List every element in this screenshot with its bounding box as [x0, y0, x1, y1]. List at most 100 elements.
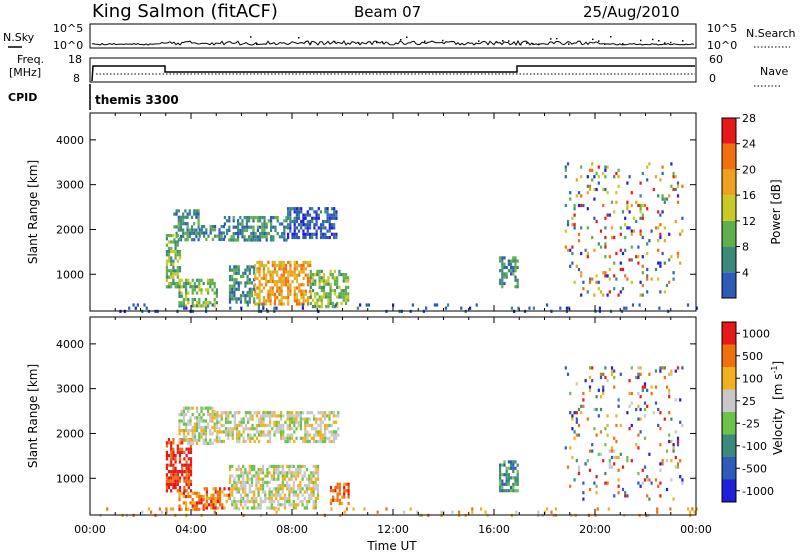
heatmap-cell	[580, 165, 583, 169]
heatmap-cell	[571, 417, 574, 421]
heatmap-cell	[270, 500, 273, 504]
heatmap-cell	[272, 225, 275, 229]
heatmap-cell	[287, 286, 290, 290]
heatmap-cell	[617, 184, 620, 188]
heatmap-cell	[220, 231, 223, 235]
heatmap-cell	[602, 293, 605, 297]
heatmap-cell	[280, 417, 283, 421]
heatmap-cell	[329, 282, 332, 286]
heatmap-cell	[242, 294, 245, 298]
heatmap-cell	[239, 503, 243, 507]
heatmap-cell	[233, 281, 236, 285]
heatmap-cell	[173, 238, 176, 242]
heatmap-cell	[507, 460, 510, 464]
heatmap-cell	[604, 481, 607, 485]
heatmap-cell	[167, 454, 171, 458]
heatmap-cell	[170, 246, 173, 250]
heatmap-cell	[180, 301, 183, 305]
heatmap-cell	[235, 300, 238, 304]
heatmap-cell	[316, 298, 319, 302]
heatmap-cell	[328, 219, 331, 224]
heatmap-cell	[258, 417, 261, 421]
heatmap-cell	[181, 473, 184, 477]
heatmap-cell	[179, 218, 183, 223]
heatmap-cell	[335, 433, 338, 437]
heatmap-cell	[269, 270, 272, 274]
heatmap-cell	[577, 232, 581, 236]
heatmap-cell	[332, 439, 335, 444]
heatmap-cell	[269, 439, 272, 444]
heatmap-cell	[258, 411, 261, 415]
heatmap-cell	[569, 264, 572, 268]
heatmap-cell	[227, 496, 230, 500]
heatmap-cell	[332, 430, 335, 434]
heatmap-cell	[411, 303, 414, 307]
heatmap-cell	[165, 466, 168, 470]
heatmap-cell	[203, 225, 206, 229]
heatmap-cell	[304, 439, 307, 444]
heatmap-cell	[185, 494, 188, 499]
heatmap-cell	[274, 216, 277, 220]
heatmap-cell	[501, 473, 504, 477]
heatmap-cell	[309, 295, 312, 299]
heatmap-cell	[237, 487, 240, 491]
heatmap-cell	[499, 463, 502, 467]
heatmap-cell	[227, 417, 230, 421]
heatmap-cell	[302, 219, 305, 224]
heatmap-cell	[330, 439, 333, 444]
heatmap-cell	[209, 438, 212, 442]
heatmap-cell	[672, 446, 675, 450]
heatmap-cell	[257, 474, 260, 478]
heatmap-cell	[288, 420, 291, 424]
heatmap-cell	[280, 414, 283, 418]
heatmap-cell	[347, 482, 350, 486]
heatmap-cell	[284, 283, 288, 287]
heatmap-cell	[304, 433, 307, 437]
heatmap-cell	[209, 301, 212, 305]
heatmap-cell	[178, 419, 181, 423]
heatmap-cell	[319, 436, 322, 440]
heatmap-cell	[281, 490, 284, 494]
heatmap-cell	[261, 228, 264, 232]
heatmap-cell	[252, 225, 255, 229]
heatmap-cell	[546, 507, 549, 511]
heatmap-cell	[313, 436, 316, 440]
heatmap-cell	[604, 235, 607, 240]
heatmap-cell	[674, 430, 677, 434]
heatmap-cell	[191, 285, 194, 289]
heatmap-cell	[512, 259, 515, 263]
heatmap-cell	[299, 423, 302, 428]
heatmap-cell	[338, 269, 341, 273]
heatmap-cell	[295, 210, 298, 214]
heatmap-cell	[248, 477, 251, 481]
heatmap-cell	[326, 216, 329, 220]
heatmap-cell	[203, 503, 206, 507]
heatmap-cell	[597, 175, 600, 179]
heatmap-cell	[322, 289, 326, 293]
heatmap-cell	[325, 282, 328, 286]
heatmap-cell	[219, 503, 222, 507]
heatmap-cell	[648, 239, 651, 243]
heatmap-cell	[484, 510, 487, 514]
heatmap-cell	[158, 507, 161, 511]
time-axis: 00:00 04:00 08:00 12:00 16:00 20:00 00:00	[74, 523, 712, 536]
heatmap-cell	[196, 419, 199, 423]
heatmap-cell	[648, 478, 651, 482]
heatmap-cell	[310, 480, 313, 484]
heatmap-cell	[207, 301, 210, 305]
heatmap-cell	[291, 414, 294, 418]
x-tick-label: 04:00	[175, 523, 207, 536]
heatmap-cell	[200, 406, 203, 410]
heatmap-cell	[608, 290, 611, 294]
heatmap-cell	[643, 478, 647, 482]
heatmap-cell	[180, 491, 183, 495]
heatmap-cell	[324, 417, 327, 421]
heatmap-cell	[253, 287, 256, 291]
heatmap-cell	[571, 223, 574, 227]
heatmap-cell	[177, 228, 180, 232]
heatmap-cell	[178, 457, 182, 461]
heatmap-cell	[288, 414, 291, 418]
heatmap-cell	[322, 279, 326, 283]
heatmap-cell	[214, 228, 217, 232]
heatmap-cell	[330, 232, 334, 236]
